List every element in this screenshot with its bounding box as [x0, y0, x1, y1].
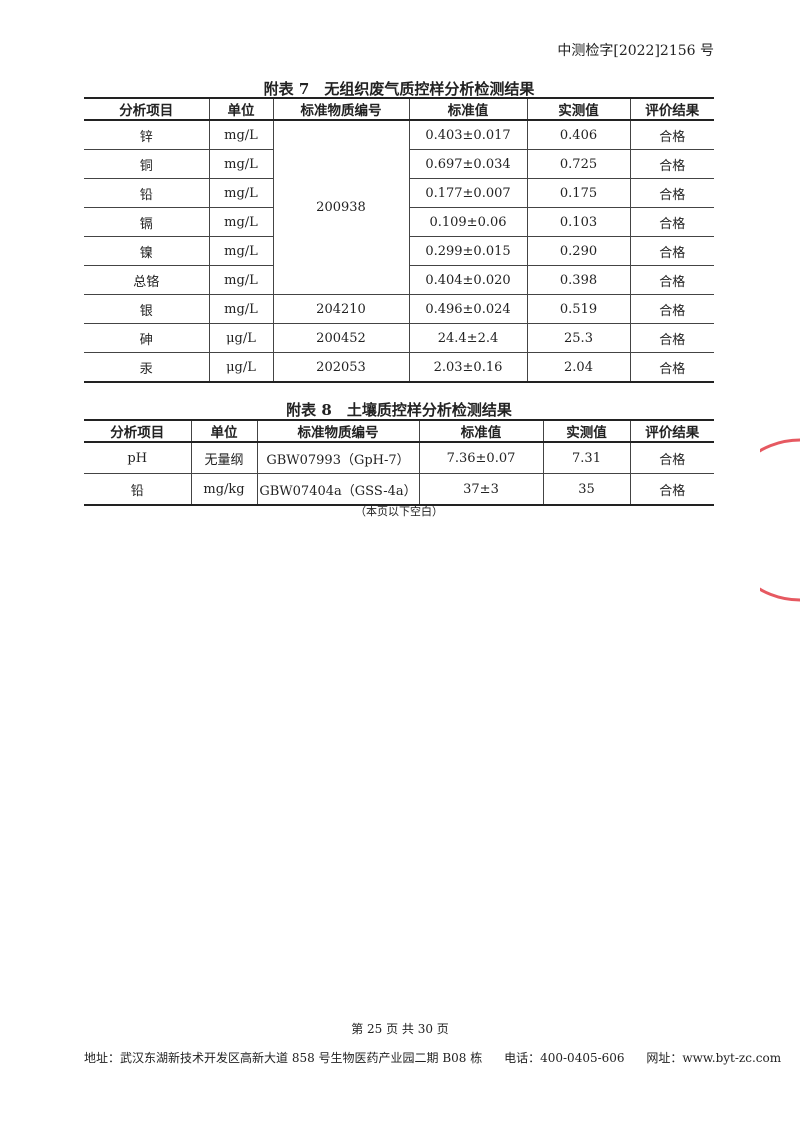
table-cell: 合格 [629, 441, 714, 474]
table-cell: μg/L [208, 323, 273, 353]
blank-note: （本页以下空白） [355, 505, 443, 518]
table-row: 铜 mg/L 0.697±0.034 0.725 合格 [84, 149, 714, 179]
table-cell: 0.175 [526, 178, 630, 208]
table-cell: GBW07404a（GSS-4a） [256, 473, 419, 505]
table-cell: 0.109±0.06 [408, 207, 527, 237]
table-cell: 37±3 [418, 473, 543, 505]
table7-title: 附表 7 无组织废气质控样分析检测结果 [263, 80, 535, 98]
table-cell: 35 [542, 473, 630, 505]
footer-website: 网址：www.byt-zc.com [646, 1051, 782, 1065]
table-row: 镉 mg/L 0.109±0.06 0.103 合格 [84, 207, 714, 237]
table-cell: 24.4±2.4 [408, 323, 527, 353]
table-cell: 汞 [84, 352, 209, 382]
col-header: 单位 [190, 420, 257, 443]
col-header: 分析项目 [84, 420, 191, 443]
document-number: 中测检字[2022]2156 号 [557, 43, 714, 59]
col-header: 评价结果 [629, 98, 714, 121]
table-cell: 0.398 [526, 265, 630, 295]
table-cell: 锌 [84, 119, 209, 150]
seal-stamp-partial [760, 438, 800, 602]
table-cell: 合格 [629, 178, 714, 208]
col-header: 实测值 [526, 98, 630, 121]
table-cell: 0.519 [526, 294, 630, 324]
table-cell: 200452 [272, 323, 409, 353]
table-row: 锌 mg/L 200938 0.403±0.017 0.406 合格 [84, 119, 714, 295]
table-cell: 合格 [629, 473, 714, 505]
footer-phone: 电话：400-0405-606 [504, 1051, 625, 1065]
table-cell: mg/L [208, 119, 273, 150]
table-row: 砷 μg/L 200452 24.4±2.4 25.3 合格 [84, 323, 714, 353]
col-header: 标准值 [408, 98, 527, 121]
table-cell: pH [84, 441, 191, 474]
table-cell: 0.697±0.034 [408, 149, 527, 179]
table-cell: 合格 [629, 119, 714, 150]
col-header: 标准物质编号 [256, 420, 419, 443]
col-header: 实测值 [542, 420, 630, 443]
table-cell: 0.290 [526, 236, 630, 266]
table-cell: 合格 [629, 323, 714, 353]
table-cell: 镍 [84, 236, 209, 266]
table-cell: 7.31 [542, 441, 630, 474]
table-cell: 7.36±0.07 [418, 441, 543, 474]
col-header: 评价结果 [629, 420, 714, 443]
col-header: 单位 [208, 98, 273, 121]
table-row: 铅 mg/kg GBW07404a（GSS-4a） 37±3 35 合格 [84, 473, 714, 505]
footer-address: 地址：武汉东湖新技术开发区高新大道 858 号生物医药产业园二期 B08 栋 [84, 1051, 483, 1065]
table-cell: 0.404±0.020 [408, 265, 527, 295]
table-cell: 合格 [629, 294, 714, 324]
table-cell: 总铬 [84, 265, 209, 295]
table-cell: 合格 [629, 207, 714, 237]
table-cell: 铅 [84, 178, 209, 208]
table-cell: 银 [84, 294, 209, 324]
table-cell: GBW07993（GpH-7） [256, 441, 419, 474]
table-row: pH 无量纲 GBW07993（GpH-7） 7.36±0.07 7.31 合格 [84, 441, 714, 474]
table-row: 铅 mg/L 0.177±0.007 0.175 合格 [84, 178, 714, 208]
table8: 分析项目 单位 标准物质编号 标准值 实测值 评价结果 pH 无量纲 GBW0799… [84, 419, 714, 506]
col-header: 标准物质编号 [272, 98, 409, 121]
table7: 分析项目 单位 标准物质编号 标准值 实测值 评价结果 锌 mg/L 200938 0… [84, 97, 714, 383]
table-row: 汞 μg/L 202053 2.03±0.16 2.04 合格 [84, 352, 714, 382]
table-cell: mg/L [208, 207, 273, 237]
table-cell: 0.496±0.024 [408, 294, 527, 324]
table-cell: 铅 [84, 473, 191, 505]
table-cell: 合格 [629, 236, 714, 266]
table-cell: 0.406 [526, 119, 630, 150]
table-row: 银 mg/L 204210 0.496±0.024 0.519 合格 [84, 294, 714, 324]
table-cell: 无量纲 [190, 441, 257, 474]
page-number: 第 25 页 共 30 页 [351, 1022, 449, 1036]
footer-contact: 地址：武汉东湖新技术开发区高新大道 858 号生物医药产业园二期 B08 栋 电… [84, 1049, 799, 1066]
table-row: 总铬 mg/L 0.404±0.020 0.398 合格 [84, 265, 714, 295]
table-cell: mg/L [208, 294, 273, 324]
table-cell: 2.04 [526, 352, 630, 382]
table8-title: 附表 8 土壤质控样分析检测结果 [286, 401, 512, 419]
table-cell: mg/L [208, 265, 273, 295]
table-cell: 合格 [629, 352, 714, 382]
col-header: 分析项目 [84, 98, 209, 121]
table-cell: 镉 [84, 207, 209, 237]
table-cell: mg/L [208, 149, 273, 179]
table-cell: 铜 [84, 149, 209, 179]
table-cell: 200938 [272, 119, 409, 295]
table-cell: 2.03±0.16 [408, 352, 527, 382]
table-cell: 0.299±0.015 [408, 236, 527, 266]
table-cell: 0.725 [526, 149, 630, 179]
table-cell: 25.3 [526, 323, 630, 353]
table-cell: mg/kg [190, 473, 257, 505]
table-cell: 204210 [272, 294, 409, 324]
table-cell: mg/L [208, 236, 273, 266]
table-cell: 0.103 [526, 207, 630, 237]
table-cell: mg/L [208, 178, 273, 208]
table-cell: 砷 [84, 323, 209, 353]
col-header: 标准值 [418, 420, 543, 443]
table-cell: μg/L [208, 352, 273, 382]
table-cell: 0.403±0.017 [408, 119, 527, 150]
table-cell: 合格 [629, 265, 714, 295]
table-cell: 合格 [629, 149, 714, 179]
table-cell: 202053 [272, 352, 409, 382]
table-row: 镍 mg/L 0.299±0.015 0.290 合格 [84, 236, 714, 266]
table-cell: 0.177±0.007 [408, 178, 527, 208]
